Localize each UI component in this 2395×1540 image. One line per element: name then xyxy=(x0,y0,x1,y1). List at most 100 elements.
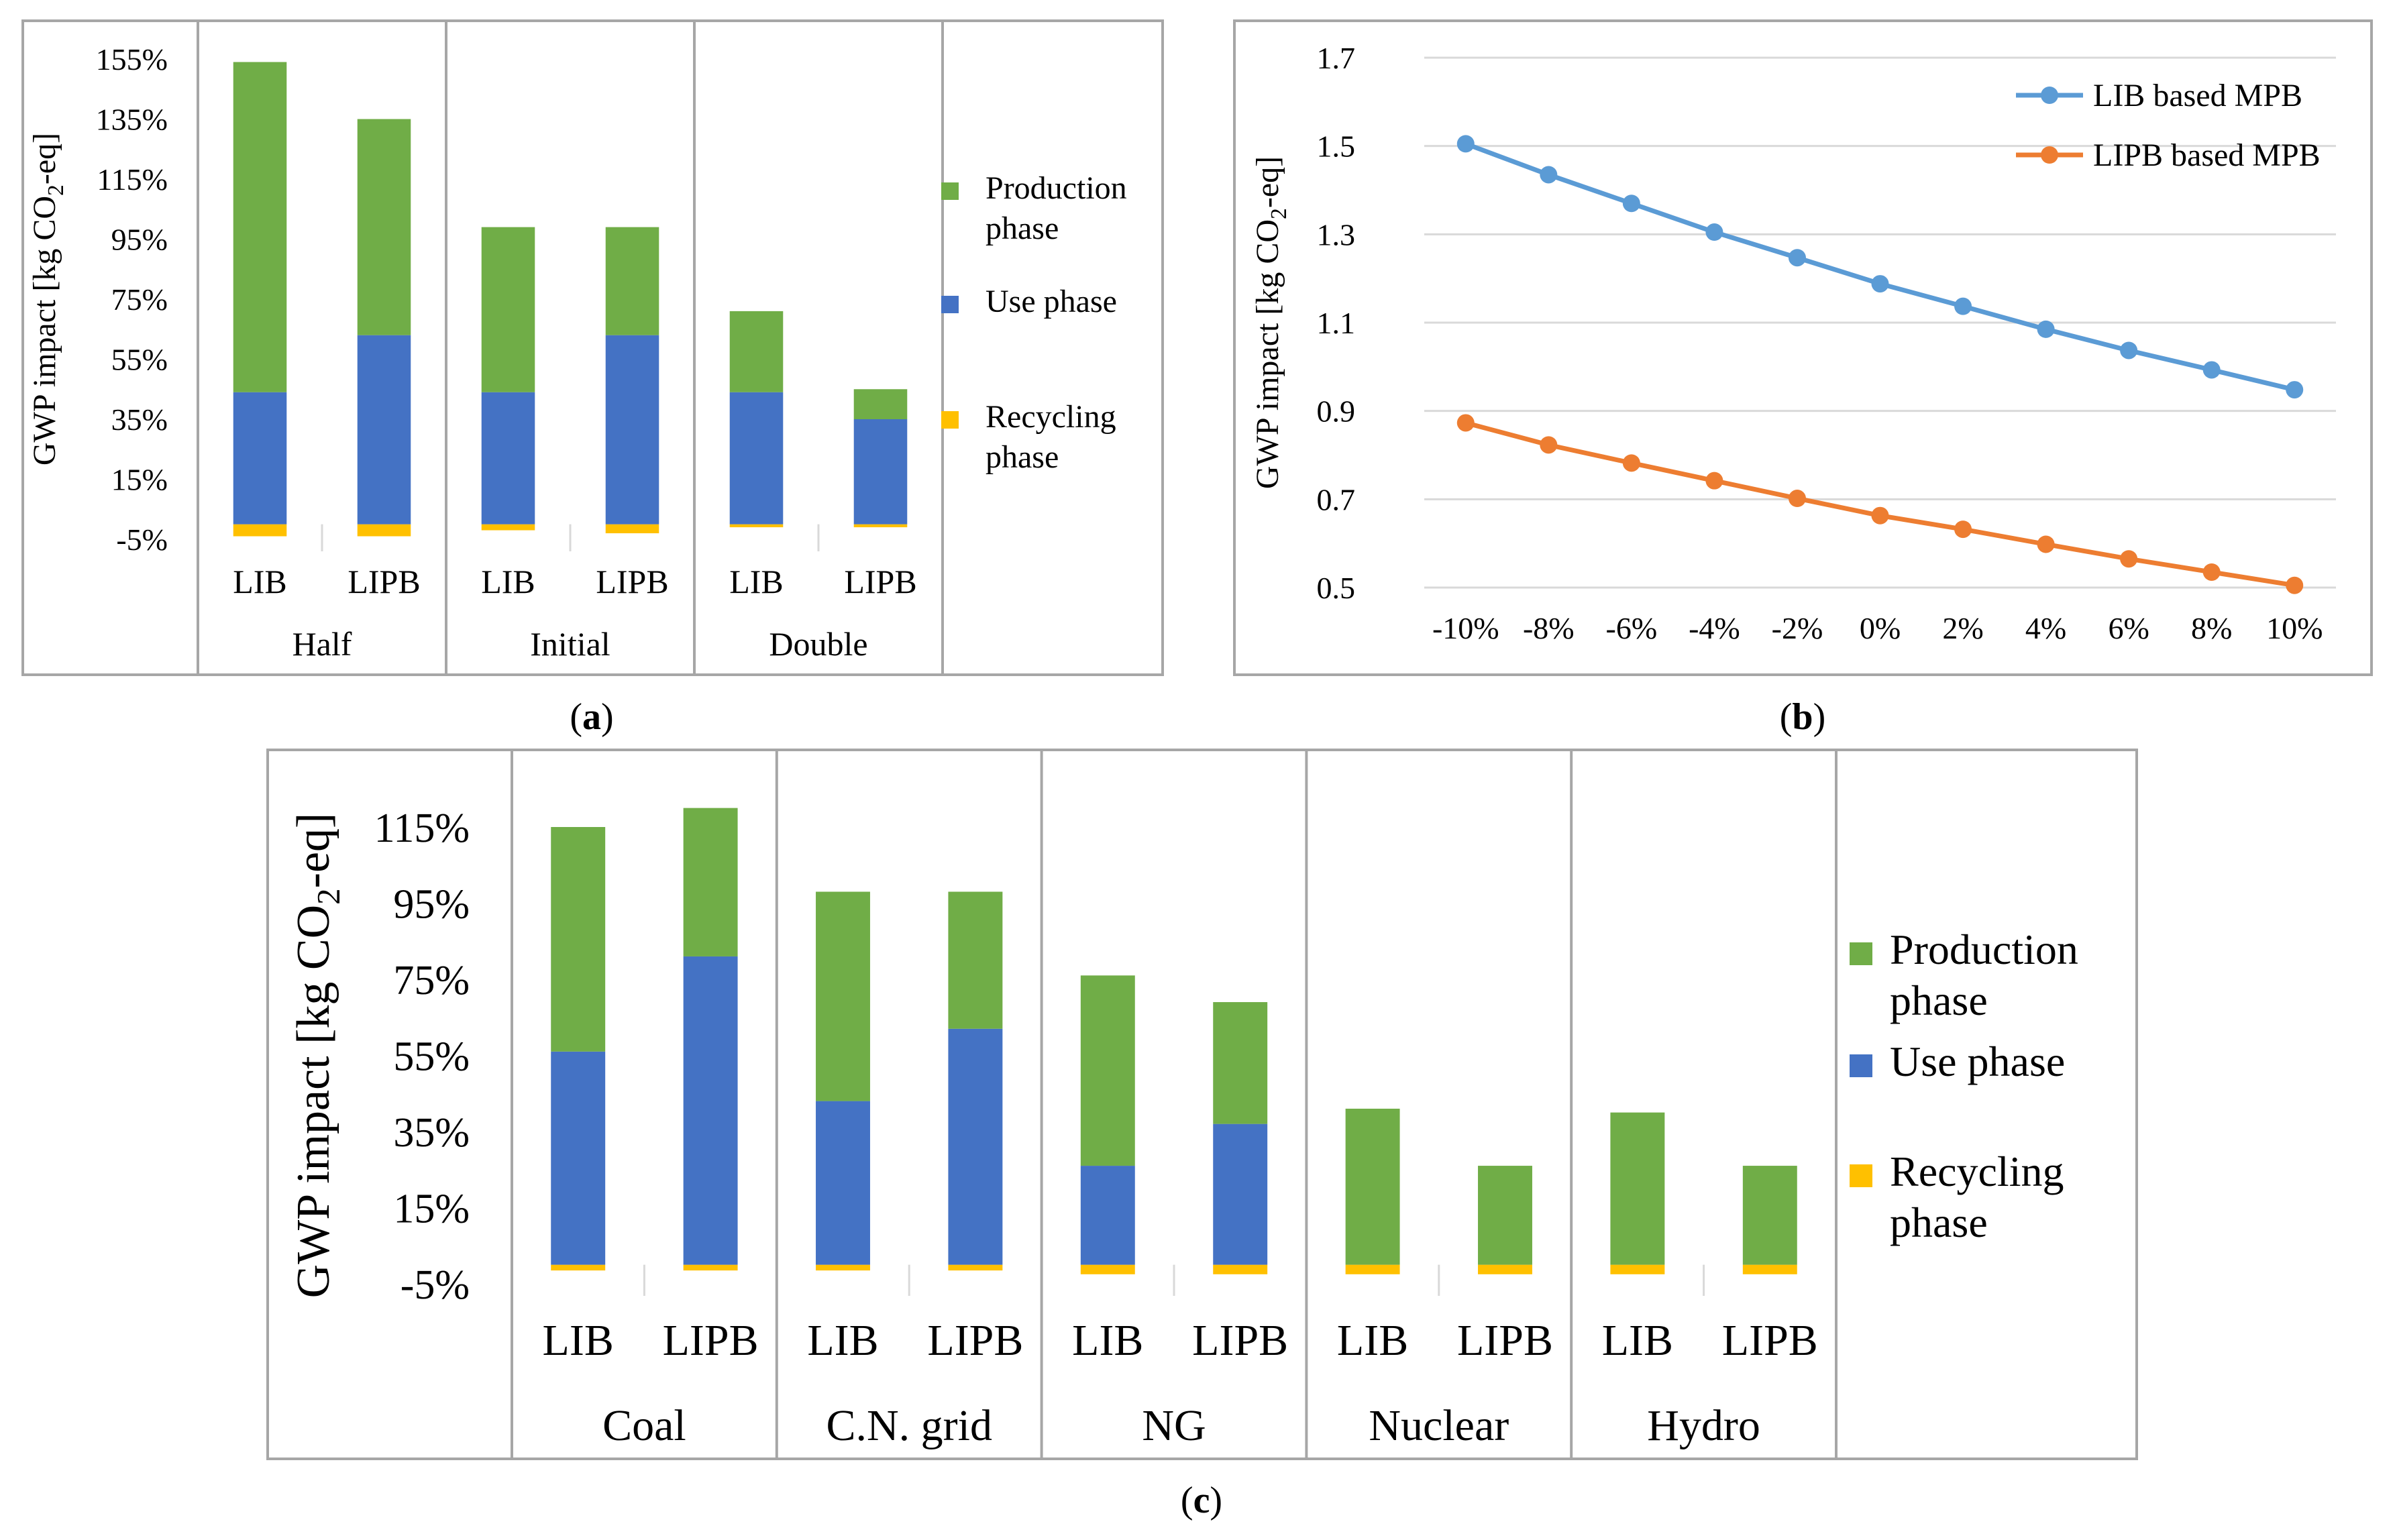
x-tick-label: -4% xyxy=(1689,611,1740,645)
legend-label: LIPB based MPB xyxy=(2093,138,2321,173)
y-axis-label-part: -eq] xyxy=(288,813,339,889)
bar-recycling xyxy=(481,524,535,531)
x-tick-label: -6% xyxy=(1606,611,1658,645)
legend-label: phase xyxy=(1890,1199,1988,1246)
bar-production xyxy=(551,827,606,1052)
y-tick-label: 155% xyxy=(96,42,168,76)
caption-paren: ( xyxy=(570,696,582,738)
bar-production xyxy=(1742,1166,1797,1265)
bar-production xyxy=(233,62,287,392)
x-category-label: LIPB xyxy=(348,563,420,600)
x-category-label: LIB xyxy=(1337,1316,1408,1365)
bar-recycling xyxy=(1742,1264,1797,1274)
x-category-label: LIPB xyxy=(927,1316,1023,1365)
bar-recycling xyxy=(551,1264,606,1271)
x-category-label: LIB xyxy=(1072,1316,1143,1365)
legend-label: phase xyxy=(986,439,1059,475)
panel-caption: (c) xyxy=(1181,1480,1222,1521)
y-axis-label-subscript: 2 xyxy=(44,184,68,196)
y-axis-label-part: GWP impact [kg CO xyxy=(27,196,62,465)
legend-label: phase xyxy=(986,211,1059,246)
data-point-lipb_line xyxy=(2202,563,2221,581)
chart-a: 155% 135% 115% 95% 75% 55% 35% 15% -5% GWP impact… xyxy=(21,19,1164,676)
x-category-label: LIPB xyxy=(663,1316,759,1365)
x-category-label: LIB xyxy=(1602,1316,1673,1365)
x-tick-label: 10% xyxy=(2266,611,2323,645)
bar-use xyxy=(481,392,535,525)
y-tick-label: 115% xyxy=(374,806,470,851)
x-category-label: LIPB xyxy=(596,563,668,600)
legend-label: Production xyxy=(1890,926,2078,973)
y-axis-label: GWP impact [kg CO2-eq] xyxy=(1250,156,1291,489)
bar-use xyxy=(1213,1123,1268,1265)
chart-b: 1.7 1.5 1.3 1.1 0.9 0.7 0.5 -10% -8% -6% -4% -2% 0% 2… xyxy=(1233,19,2373,676)
x-category-label: LIB xyxy=(233,563,287,600)
data-point-lib_line xyxy=(1788,249,1806,267)
bar-production xyxy=(1610,1112,1665,1265)
y-axis-label-subscript: 2 xyxy=(1267,208,1291,219)
legend-label: Recycling xyxy=(1890,1148,2064,1195)
y-tick-label: 0.5 xyxy=(1317,571,1356,605)
bar-production xyxy=(816,891,870,1101)
chart-c: 115% 95% 75% 55% 35% 15% -5% GWP impact [kg CO2… xyxy=(266,749,2138,1460)
x-tick-label: 8% xyxy=(2191,611,2232,645)
data-point-lipb_line xyxy=(1456,414,1475,432)
bar-production xyxy=(683,808,738,956)
data-point-lib_line xyxy=(1705,223,1723,241)
bar-use xyxy=(729,392,784,525)
data-point-lipb_line xyxy=(1622,454,1640,472)
bar-production xyxy=(357,119,411,335)
x-tick-label: -10% xyxy=(1432,611,1499,645)
bar-recycling xyxy=(683,1264,738,1271)
x-group-label: Coal xyxy=(602,1401,686,1450)
x-category-label: LIB xyxy=(729,563,784,600)
bar-use xyxy=(683,956,738,1265)
y-axis-label-part: -eq] xyxy=(27,133,62,184)
chart-frame xyxy=(1233,19,2373,676)
caption-letter: b xyxy=(1792,696,1813,738)
caption-letter: c xyxy=(1193,1480,1210,1521)
y-tick-label: 35% xyxy=(111,402,168,437)
bar-production xyxy=(1345,1108,1400,1265)
y-tick-label: 95% xyxy=(393,882,470,928)
x-tick-label: -8% xyxy=(1523,611,1575,645)
legend-swatch-recycling xyxy=(941,411,959,429)
bar-production xyxy=(1478,1166,1532,1265)
x-category-label: LIPB xyxy=(1722,1316,1818,1365)
bar-use xyxy=(605,335,659,525)
y-axis-label: GWP impact [kg CO2-eq] xyxy=(288,813,347,1299)
bar-recycling xyxy=(233,524,287,537)
x-tick-label: 0% xyxy=(1860,611,1901,645)
x-tick-label: 6% xyxy=(2108,611,2149,645)
y-axis-label: GWP impact [kg CO2-eq] xyxy=(27,133,68,465)
legend-label: LIB based MPB xyxy=(2093,78,2302,113)
x-group-label: NG xyxy=(1142,1401,1206,1450)
legend-marker-lipb_line xyxy=(2041,146,2058,164)
y-tick-label: -5% xyxy=(116,522,168,557)
bar-recycling xyxy=(1080,1264,1135,1274)
x-group-label: Hydro xyxy=(1647,1401,1760,1450)
bar-use xyxy=(948,1028,1003,1265)
y-tick-label: 95% xyxy=(111,223,168,257)
y-tick-label: 115% xyxy=(97,162,168,197)
bar-recycling xyxy=(853,524,908,528)
legend-swatch-production xyxy=(1850,942,1872,965)
caption-paren: ) xyxy=(1210,1480,1222,1521)
x-tick-label: -2% xyxy=(1772,611,1823,645)
bar-recycling xyxy=(1610,1264,1665,1274)
bar-recycling xyxy=(1345,1264,1400,1274)
panel-caption: (b) xyxy=(1780,696,1825,738)
bar-use xyxy=(233,392,287,525)
bar-production xyxy=(729,311,784,392)
data-point-lib_line xyxy=(1871,275,1889,293)
bar-recycling xyxy=(816,1264,870,1271)
y-tick-label: 1.1 xyxy=(1317,306,1356,340)
legend-label: Use phase xyxy=(986,284,1117,319)
bar-recycling xyxy=(1478,1264,1532,1274)
legend-label: Use phase xyxy=(1890,1038,2065,1085)
y-tick-label: 1.3 xyxy=(1317,217,1356,252)
x-group-label: Half xyxy=(292,625,352,663)
x-category-label: LIPB xyxy=(1457,1316,1553,1365)
y-tick-label: -5% xyxy=(401,1262,470,1308)
